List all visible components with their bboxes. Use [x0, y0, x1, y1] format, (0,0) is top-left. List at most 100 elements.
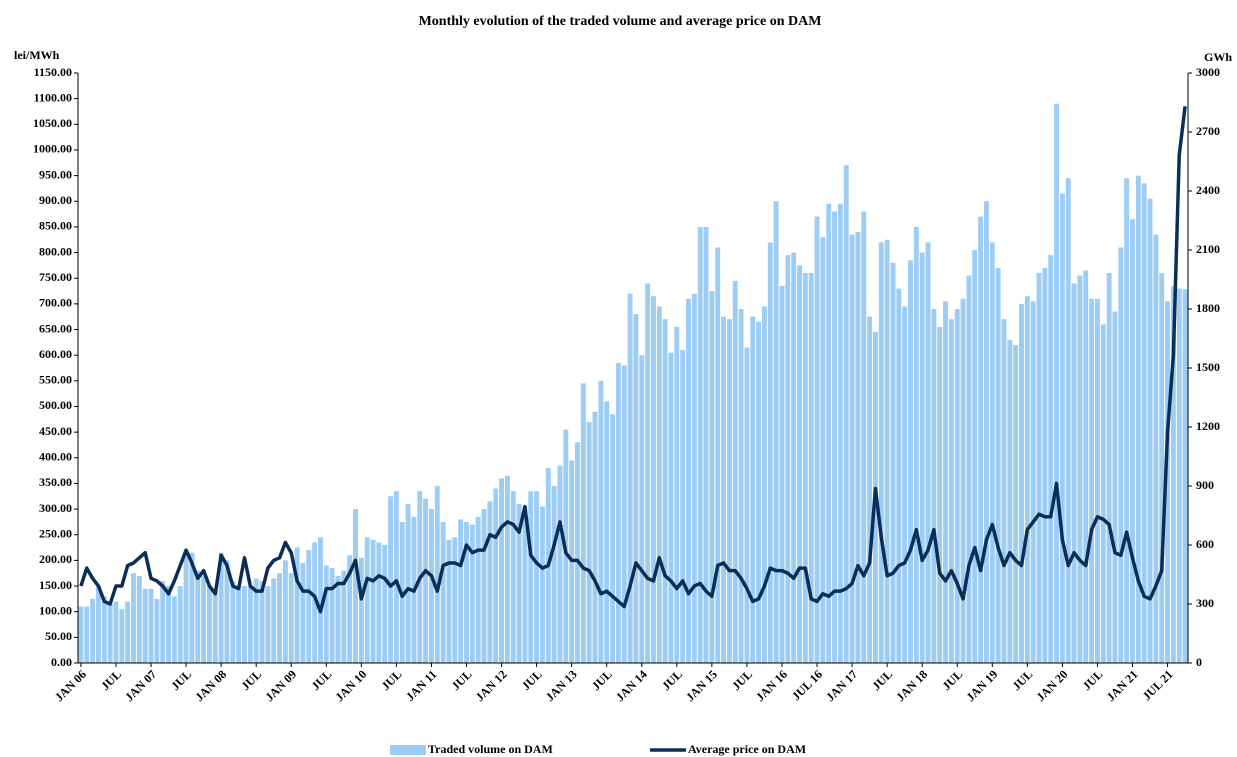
price-line [79, 106, 1187, 614]
y-tick-label: 1150.00 [34, 65, 72, 79]
bar [1141, 183, 1147, 663]
bar [633, 314, 639, 663]
x-tick-label: JAN 16 [753, 667, 790, 704]
bar [855, 232, 861, 663]
bar [487, 501, 493, 663]
bar [510, 491, 516, 663]
bar [884, 239, 890, 664]
x-tick-label: JAN 18 [893, 667, 930, 704]
bar [376, 542, 382, 663]
bar [732, 280, 738, 663]
bar [405, 503, 411, 663]
bar [195, 570, 201, 663]
bar [674, 326, 680, 663]
legend-label: Average price on DAM [688, 742, 806, 756]
bar [212, 588, 218, 663]
bar [423, 498, 429, 663]
bar [650, 296, 656, 663]
bar [826, 203, 832, 664]
bar [715, 247, 721, 663]
bar [943, 301, 949, 663]
bar [1135, 175, 1141, 663]
x-tick-label: JAN 10 [332, 667, 369, 704]
bar [580, 383, 586, 663]
bar [551, 486, 557, 663]
bar [761, 306, 767, 663]
x-tick-label: JAN 13 [543, 667, 580, 704]
bar [621, 365, 627, 663]
bar [160, 580, 166, 663]
bar [867, 316, 873, 663]
bar [370, 539, 376, 663]
bar [253, 578, 259, 663]
y-tick-label: 700.00 [39, 296, 72, 310]
bar [84, 606, 90, 663]
x-tick-label: JUL [589, 667, 615, 693]
bar [317, 537, 323, 663]
x-tick-label: JUL [939, 667, 965, 693]
bar [341, 570, 347, 663]
bar [1024, 296, 1030, 663]
bar [224, 560, 230, 663]
x-tick-label: JUL [1080, 667, 1106, 693]
bar [125, 601, 131, 663]
x-tick-label: JUL [869, 667, 895, 693]
bar [604, 401, 610, 663]
bar [960, 298, 966, 663]
bar [662, 319, 668, 663]
bar [586, 421, 592, 663]
bar [610, 414, 616, 663]
bar [820, 237, 826, 663]
bar [908, 260, 913, 663]
y2-tick-label: 2400 [1196, 183, 1220, 197]
bar [1030, 301, 1036, 663]
bar [925, 242, 931, 663]
bar [972, 250, 978, 663]
bar [744, 347, 750, 663]
x-tick-label: JUL [308, 667, 334, 693]
bar [516, 503, 522, 663]
y-tick-label: 1100.00 [34, 90, 72, 104]
bar [1106, 273, 1112, 663]
bar [1182, 289, 1188, 663]
bar [347, 555, 353, 663]
bar [1118, 247, 1124, 663]
bar [767, 242, 773, 663]
x-tick-label: JUL 21 [1140, 667, 1176, 703]
bar [639, 355, 645, 663]
bar [499, 478, 505, 663]
bar [364, 537, 370, 663]
bar [452, 537, 458, 663]
bar [90, 598, 96, 663]
bar [814, 216, 820, 664]
bar [493, 488, 499, 663]
y-tick-label: 150.00 [39, 578, 72, 592]
y2-axis-title: GWh [1204, 50, 1232, 64]
x-tick-label: JUL [449, 667, 475, 693]
bar [1036, 273, 1042, 663]
bar [382, 545, 388, 663]
bar [1007, 339, 1013, 663]
bar [1112, 311, 1118, 663]
x-tick-label: JUL [1009, 667, 1035, 693]
bar [1130, 219, 1135, 663]
bar [861, 211, 867, 663]
bar [1089, 298, 1095, 663]
bar [919, 252, 925, 663]
y2-tick-label: 0 [1196, 655, 1202, 669]
bar [142, 588, 148, 663]
bar [627, 293, 633, 663]
bar [808, 273, 814, 663]
bar [913, 226, 919, 664]
y2-tick-label: 2100 [1196, 242, 1220, 256]
bar [154, 598, 160, 663]
bar [791, 252, 797, 663]
bar [966, 275, 972, 663]
bar [832, 211, 838, 663]
bar [1170, 285, 1176, 663]
bar [300, 562, 306, 663]
bar [166, 586, 172, 663]
bar [779, 285, 785, 663]
bar [1077, 275, 1083, 663]
bar [277, 573, 283, 663]
